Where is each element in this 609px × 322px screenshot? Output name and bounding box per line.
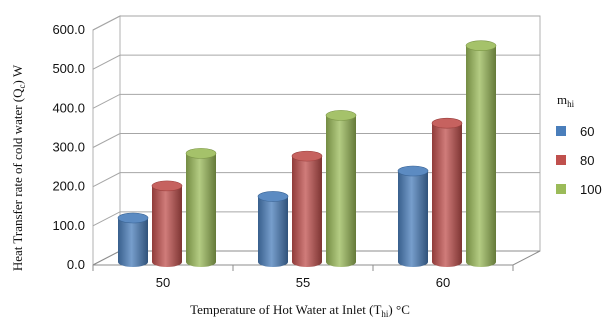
bar [117,212,149,267]
gridline [92,15,540,31]
y-tick-label: 200.0 [52,179,85,194]
y-tick-label: 0.0 [67,257,85,272]
bar-top [325,110,357,121]
x-tick-label: 60 [436,275,450,290]
bar-body [118,218,148,267]
bar [397,165,429,267]
y-tick-label: 400.0 [52,100,85,115]
bar-body [466,45,496,267]
bar [325,110,357,267]
y-tick-label: 100.0 [52,218,85,233]
bar-body [152,185,182,267]
x-axis-ticks: 50 55 60 [92,265,514,290]
legend-title: mhi [557,92,575,109]
legend-swatch [556,155,566,165]
bars [117,40,497,267]
bar [257,191,289,267]
bar-top [431,117,463,129]
y-axis-ticks: 0.0 100.0 200.0 300.0 400.0 500.0 600.0 [52,22,85,272]
legend-swatch [556,126,566,136]
bar [291,150,323,267]
legend-label: 60 [580,124,594,139]
bar-top [397,165,429,177]
bar-body [432,123,462,267]
bar-top [465,40,497,51]
bar-body [258,196,288,267]
bar-top [257,191,289,202]
bar-top [185,148,217,159]
bar [151,180,183,267]
gridline [92,133,540,148]
y-axis-title: Heat Transfer rate of cold water (Qc) W [10,64,27,271]
bar-top [291,150,323,162]
x-tick-label: 50 [156,275,170,290]
y-tick-label: 600.0 [52,22,85,37]
bar-body [292,156,322,267]
legend: 60 80 100 [556,124,602,197]
bar [431,117,463,267]
bar-top [151,180,183,192]
bar-body [186,153,216,267]
legend-label: 100 [580,182,602,197]
gridline [92,54,540,70]
bar [465,40,497,267]
gridline [92,93,540,109]
bar-body [326,115,356,267]
legend-swatch [556,184,566,194]
x-axis-title: Temperature of Hot Water at Inlet (Thi) … [190,302,410,319]
y-tick-label: 500.0 [52,61,85,76]
y-tick-label: 300.0 [52,140,85,155]
x-tick-label: 55 [296,275,310,290]
legend-label: 80 [580,153,594,168]
bar-body [398,171,428,267]
bar [185,148,217,267]
bar-top [117,212,149,224]
